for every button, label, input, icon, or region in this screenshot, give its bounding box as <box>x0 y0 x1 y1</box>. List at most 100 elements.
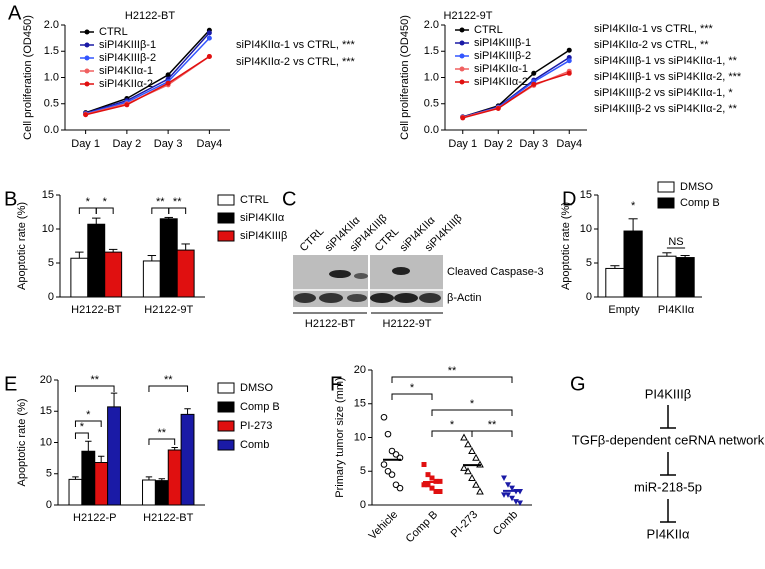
legend-label: CTRL <box>99 26 128 38</box>
legend-swatch <box>657 181 675 193</box>
bar <box>142 479 156 506</box>
legend-label: siPI4KIIIβ <box>240 230 287 242</box>
point <box>531 70 537 76</box>
legend-label: siPI4KIIα-2 <box>99 78 153 90</box>
row-label: Cleaved Caspase-3 <box>447 266 544 278</box>
bar <box>81 450 96 506</box>
significance: NS <box>668 236 683 248</box>
x-tick-label: Day4 <box>556 138 582 150</box>
bar <box>180 413 195 506</box>
y-tick-label: 5 <box>48 257 54 269</box>
y-tick-label: 0.5 <box>424 98 439 110</box>
point <box>380 413 388 421</box>
y-tick-label: 5 <box>586 257 592 269</box>
annotation: siPI4KIIIβ-2 vs siPI4KIIα-2, ** <box>594 103 738 115</box>
y-axis-label: Primary tumor size (mm) <box>334 377 346 497</box>
legend-label: siPI4KIIIβ-2 <box>99 52 156 64</box>
annotation: siPI4KIIα-2 vs CTRL, ** <box>594 39 709 51</box>
y-tick-label: 15 <box>580 189 592 201</box>
point <box>165 80 171 86</box>
panel-letter: F <box>330 373 342 395</box>
annotation: siPI4KIIIβ-1 vs siPI4KIIα-1, ** <box>594 55 738 67</box>
significance: * <box>103 196 108 208</box>
band <box>319 293 343 303</box>
significance: * <box>631 200 636 212</box>
y-tick-label: 1.0 <box>44 71 59 83</box>
point <box>472 480 480 488</box>
y-tick-label: 5 <box>46 468 52 480</box>
y-axis-label: Apoptotic rate (%) <box>560 202 572 290</box>
y-tick-label: 15 <box>42 189 54 201</box>
point <box>392 451 400 458</box>
x-tick-label: H2122-BT <box>71 304 121 316</box>
point <box>460 463 468 471</box>
point <box>206 30 212 36</box>
series-line <box>85 32 210 114</box>
point <box>396 484 404 492</box>
x-tick-label: Day 3 <box>154 138 183 150</box>
band <box>347 294 367 302</box>
panel-letter: G <box>570 373 586 395</box>
legend-label: Comp B <box>680 197 720 209</box>
y-tick-label: 10 <box>580 223 592 235</box>
chart-title: H2122-9T <box>444 10 493 22</box>
legend-marker <box>84 42 90 48</box>
bracket <box>78 207 97 214</box>
bar <box>167 449 182 506</box>
y-tick-label: 20 <box>354 364 366 376</box>
y-tick-label: 2.0 <box>44 19 59 31</box>
point <box>429 485 435 491</box>
point <box>384 467 392 475</box>
point <box>505 492 511 498</box>
x-tick-label: H2122-P <box>73 512 116 524</box>
bar <box>176 249 195 298</box>
point <box>165 72 171 78</box>
x-tick-label: Day 1 <box>71 138 100 150</box>
series-line <box>85 37 210 115</box>
y-tick-label: 0.0 <box>44 124 59 136</box>
diagram-node: PI4KIIIβ <box>645 386 692 401</box>
bracket <box>95 207 114 214</box>
point <box>437 489 443 494</box>
bracket <box>391 393 433 400</box>
legend-marker <box>459 66 465 72</box>
annotation: siPI4KIIIβ-2 vs siPI4KIIα-1, * <box>594 87 733 99</box>
y-tick-label: 0 <box>586 291 592 303</box>
panel-letter: A <box>8 2 22 24</box>
band <box>354 273 368 279</box>
band <box>294 293 316 303</box>
legend-swatch <box>217 212 235 224</box>
y-tick-label: 0.5 <box>44 98 59 110</box>
y-tick-label: 1.5 <box>424 45 439 57</box>
bar <box>159 218 178 298</box>
point <box>388 447 396 455</box>
significance: ** <box>173 196 182 208</box>
y-tick-label: 10 <box>354 431 366 443</box>
x-tick-label: PI-273 <box>449 509 480 540</box>
bracket <box>168 207 187 214</box>
legend-swatch <box>217 230 235 242</box>
y-tick-label: 1.5 <box>44 45 59 57</box>
band <box>392 267 410 275</box>
bracket <box>431 409 513 416</box>
legend-label: PI-273 <box>240 420 272 432</box>
band <box>329 270 351 278</box>
bar <box>605 267 625 298</box>
group-label: H2122-BT <box>305 318 355 330</box>
x-tick-label: Vehicle <box>367 509 401 543</box>
bracket <box>148 438 176 445</box>
band <box>370 293 394 303</box>
point <box>472 453 480 461</box>
y-axis-label: Apoptotic rate (%) <box>16 202 28 290</box>
legend-swatch <box>217 401 235 413</box>
x-tick-label: PI4KIIα <box>658 304 695 316</box>
legend-swatch <box>217 194 235 206</box>
point <box>392 481 400 489</box>
point <box>464 440 472 448</box>
y-tick-label: 15 <box>354 398 366 410</box>
point <box>460 115 466 121</box>
legend-marker <box>84 29 90 35</box>
band <box>394 293 418 303</box>
significance: ** <box>448 365 457 377</box>
legend-label: Comb <box>240 439 269 451</box>
